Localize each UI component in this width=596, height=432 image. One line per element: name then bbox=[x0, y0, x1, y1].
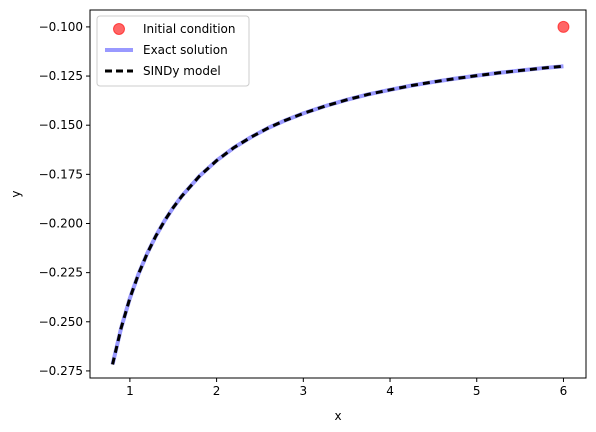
y-tick-label: −0.250 bbox=[39, 315, 83, 329]
y-tick-label: −0.125 bbox=[39, 69, 83, 83]
x-tick-label: 1 bbox=[126, 384, 134, 398]
x-axis-ticks: 1 2 3 4 5 6 bbox=[126, 378, 567, 398]
x-tick-label: 6 bbox=[560, 384, 568, 398]
legend: Initial condition Exact solution SINDy mod… bbox=[96, 15, 250, 87]
legend-label: Exact solution bbox=[143, 43, 228, 57]
axes-frame bbox=[89, 9, 587, 379]
y-tick-label: −0.200 bbox=[39, 216, 83, 230]
y-tick-label: −0.225 bbox=[39, 266, 83, 280]
x-tick-label: 3 bbox=[299, 384, 307, 398]
legend-label: SINDy model bbox=[143, 64, 221, 78]
x-axis-label: x bbox=[334, 409, 341, 423]
y-tick-label: −0.100 bbox=[39, 20, 83, 34]
y-axis-label: y bbox=[9, 190, 23, 197]
y-axis-ticks: −0.275 −0.250 −0.225 −0.200 −0.175 −0.150 −0.1… bbox=[39, 20, 90, 378]
x-tick-label: 4 bbox=[386, 384, 394, 398]
x-tick-label: 2 bbox=[213, 384, 221, 398]
initial-condition-point bbox=[557, 20, 570, 33]
plot-marks bbox=[110, 20, 570, 365]
y-tick-label: −0.275 bbox=[39, 364, 83, 378]
legend-box bbox=[96, 15, 250, 87]
y-tick-label: −0.150 bbox=[39, 118, 83, 132]
legend-marker-initial-condition bbox=[113, 23, 125, 35]
y-tick-label: −0.175 bbox=[39, 167, 83, 181]
legend-label: Initial condition bbox=[143, 22, 236, 36]
series-line-sindy-model bbox=[111, 64, 564, 365]
x-tick-label: 5 bbox=[473, 384, 481, 398]
